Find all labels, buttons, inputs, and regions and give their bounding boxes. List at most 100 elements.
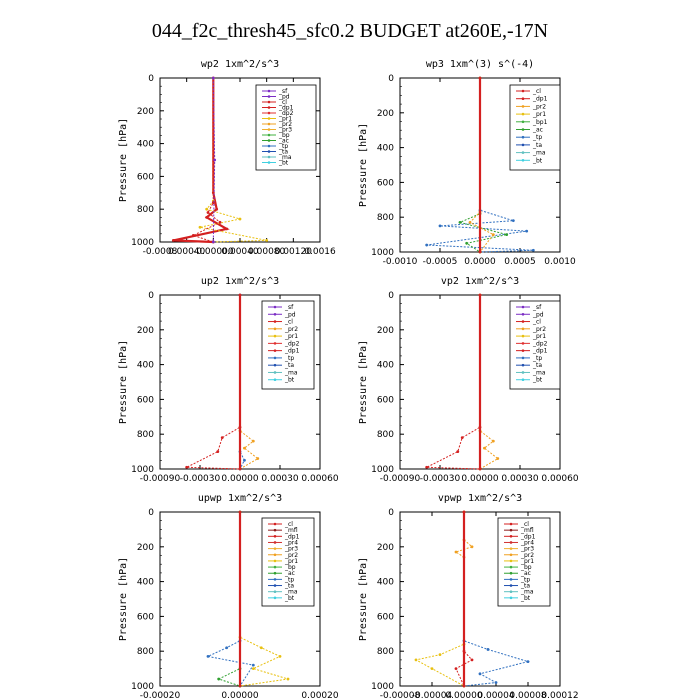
data-point_pr2 bbox=[496, 457, 500, 460]
legend-label: _pr1 bbox=[520, 558, 534, 565]
legend-marker bbox=[521, 349, 525, 352]
legend-marker bbox=[509, 584, 513, 587]
legend-label: _ma bbox=[520, 589, 534, 596]
legend-marker bbox=[509, 578, 513, 581]
legend-label: _dp2 bbox=[284, 340, 300, 347]
data-point_pr2 bbox=[483, 446, 486, 450]
data-point_tp bbox=[206, 655, 210, 658]
legend-label: _tp bbox=[284, 355, 294, 362]
y-tick-label: 400 bbox=[137, 578, 154, 588]
x-tick-label: 0.00004 bbox=[477, 691, 514, 700]
panel-title: wp3 1xm^(3) s^(-4) bbox=[426, 59, 534, 70]
legend-marker bbox=[273, 334, 277, 338]
legend-label: _tp bbox=[532, 355, 542, 362]
y-tick-label: 0 bbox=[148, 74, 154, 84]
legend-label: _pd bbox=[284, 311, 296, 318]
legend-marker bbox=[267, 144, 271, 148]
y-tick-label: 800 bbox=[377, 647, 394, 657]
data-point_cl bbox=[238, 510, 242, 514]
legend-marker bbox=[509, 541, 513, 544]
legend-label: _bt bbox=[278, 160, 289, 167]
legend-label: _mfl bbox=[520, 527, 534, 534]
x-tick-label: 0.00012 bbox=[541, 691, 578, 700]
data-point_sf bbox=[211, 240, 215, 244]
legend-marker bbox=[267, 139, 271, 142]
legend-label: _pr2 bbox=[284, 552, 298, 559]
x-tick-label: 0.00008 bbox=[509, 691, 546, 700]
data-point_pr2 bbox=[491, 439, 495, 443]
legend-marker bbox=[267, 122, 271, 126]
y-tick-label: 800 bbox=[377, 213, 394, 223]
data-point_pr1 bbox=[265, 238, 269, 242]
x-tick-label: 0.00000 bbox=[221, 474, 258, 484]
data-point_sf bbox=[213, 158, 217, 162]
y-tick-label: 400 bbox=[377, 144, 394, 154]
x-tick-label: 0.00000 bbox=[461, 474, 498, 484]
legend-marker bbox=[273, 371, 277, 374]
data-point_tp bbox=[438, 224, 442, 228]
legend-marker bbox=[521, 135, 525, 139]
legend-marker bbox=[521, 363, 525, 367]
data-point_cl bbox=[478, 76, 482, 80]
legend-marker bbox=[509, 596, 513, 600]
y-tick-label: 800 bbox=[137, 205, 154, 215]
legend-marker bbox=[273, 363, 277, 367]
x-tick-label: 0.00060 bbox=[541, 474, 578, 484]
x-tick-label: 0.00030 bbox=[261, 474, 298, 484]
legend-label: _pr2 bbox=[532, 103, 546, 110]
data-point_dp1 bbox=[456, 450, 460, 453]
data-point_ac bbox=[465, 241, 469, 245]
y-tick-label: 0 bbox=[388, 74, 394, 84]
legend-marker bbox=[273, 559, 277, 563]
series-line_pr2 bbox=[479, 295, 499, 470]
y-tick-label: 0 bbox=[388, 508, 394, 518]
legend-label: _pr1 bbox=[284, 558, 298, 565]
legend-label: _cl bbox=[520, 521, 529, 528]
x-tick-label: -0.00008 bbox=[380, 691, 421, 700]
legend-marker bbox=[267, 150, 271, 153]
legend-label: _ac bbox=[532, 127, 543, 134]
data-point_pr1 bbox=[198, 225, 202, 229]
legend-marker bbox=[509, 590, 513, 593]
y-tick-label: 600 bbox=[377, 612, 394, 622]
data-point_pr2 bbox=[470, 545, 474, 549]
legend-marker bbox=[273, 522, 277, 526]
legend-label: _pd bbox=[532, 311, 544, 318]
legend-marker bbox=[521, 151, 525, 154]
legend-label: _ta bbox=[284, 583, 294, 590]
legend-marker bbox=[521, 334, 525, 338]
legend-label: _dp1 bbox=[284, 348, 300, 355]
series-line_tp bbox=[426, 78, 534, 253]
x-tick-label: -0.0008 bbox=[143, 247, 178, 257]
legend-marker bbox=[273, 553, 277, 557]
legend-label: _bt bbox=[284, 595, 295, 602]
legend-marker bbox=[273, 320, 277, 323]
legend-label: _tp bbox=[520, 576, 530, 583]
legend-label: _pr1 bbox=[284, 333, 298, 340]
data-point_dp1 bbox=[206, 211, 210, 214]
data-point_tp bbox=[511, 219, 515, 223]
legend-marker bbox=[267, 111, 271, 115]
legend-marker bbox=[521, 356, 525, 360]
panel-title: vpwp 1xm^2/s^3 bbox=[438, 493, 522, 504]
legend-marker bbox=[267, 133, 271, 137]
legend-marker bbox=[521, 143, 525, 147]
legend-marker bbox=[273, 356, 277, 360]
data-point_pr2 bbox=[243, 446, 246, 450]
series-line_pr1 bbox=[414, 512, 465, 687]
x-tick-label: 0.0016 bbox=[304, 247, 336, 257]
data-point_tp bbox=[486, 648, 490, 651]
series-line_dp1 bbox=[426, 295, 481, 470]
legend-label: _ma bbox=[278, 154, 292, 161]
data-point_tp bbox=[531, 248, 535, 252]
legend-label: _bt bbox=[284, 377, 295, 384]
y-axis-label: Pressure [hPa] bbox=[358, 557, 369, 641]
legend-label: _pd bbox=[278, 94, 290, 101]
y-tick-label: 1000 bbox=[371, 248, 394, 258]
data-point_tp bbox=[494, 681, 498, 684]
legend-marker bbox=[521, 128, 525, 131]
legend-label: _pr4 bbox=[284, 539, 298, 546]
legend-label: _ma bbox=[532, 150, 546, 157]
data-point_pr1 bbox=[238, 217, 242, 221]
data-point_tp bbox=[225, 646, 229, 650]
